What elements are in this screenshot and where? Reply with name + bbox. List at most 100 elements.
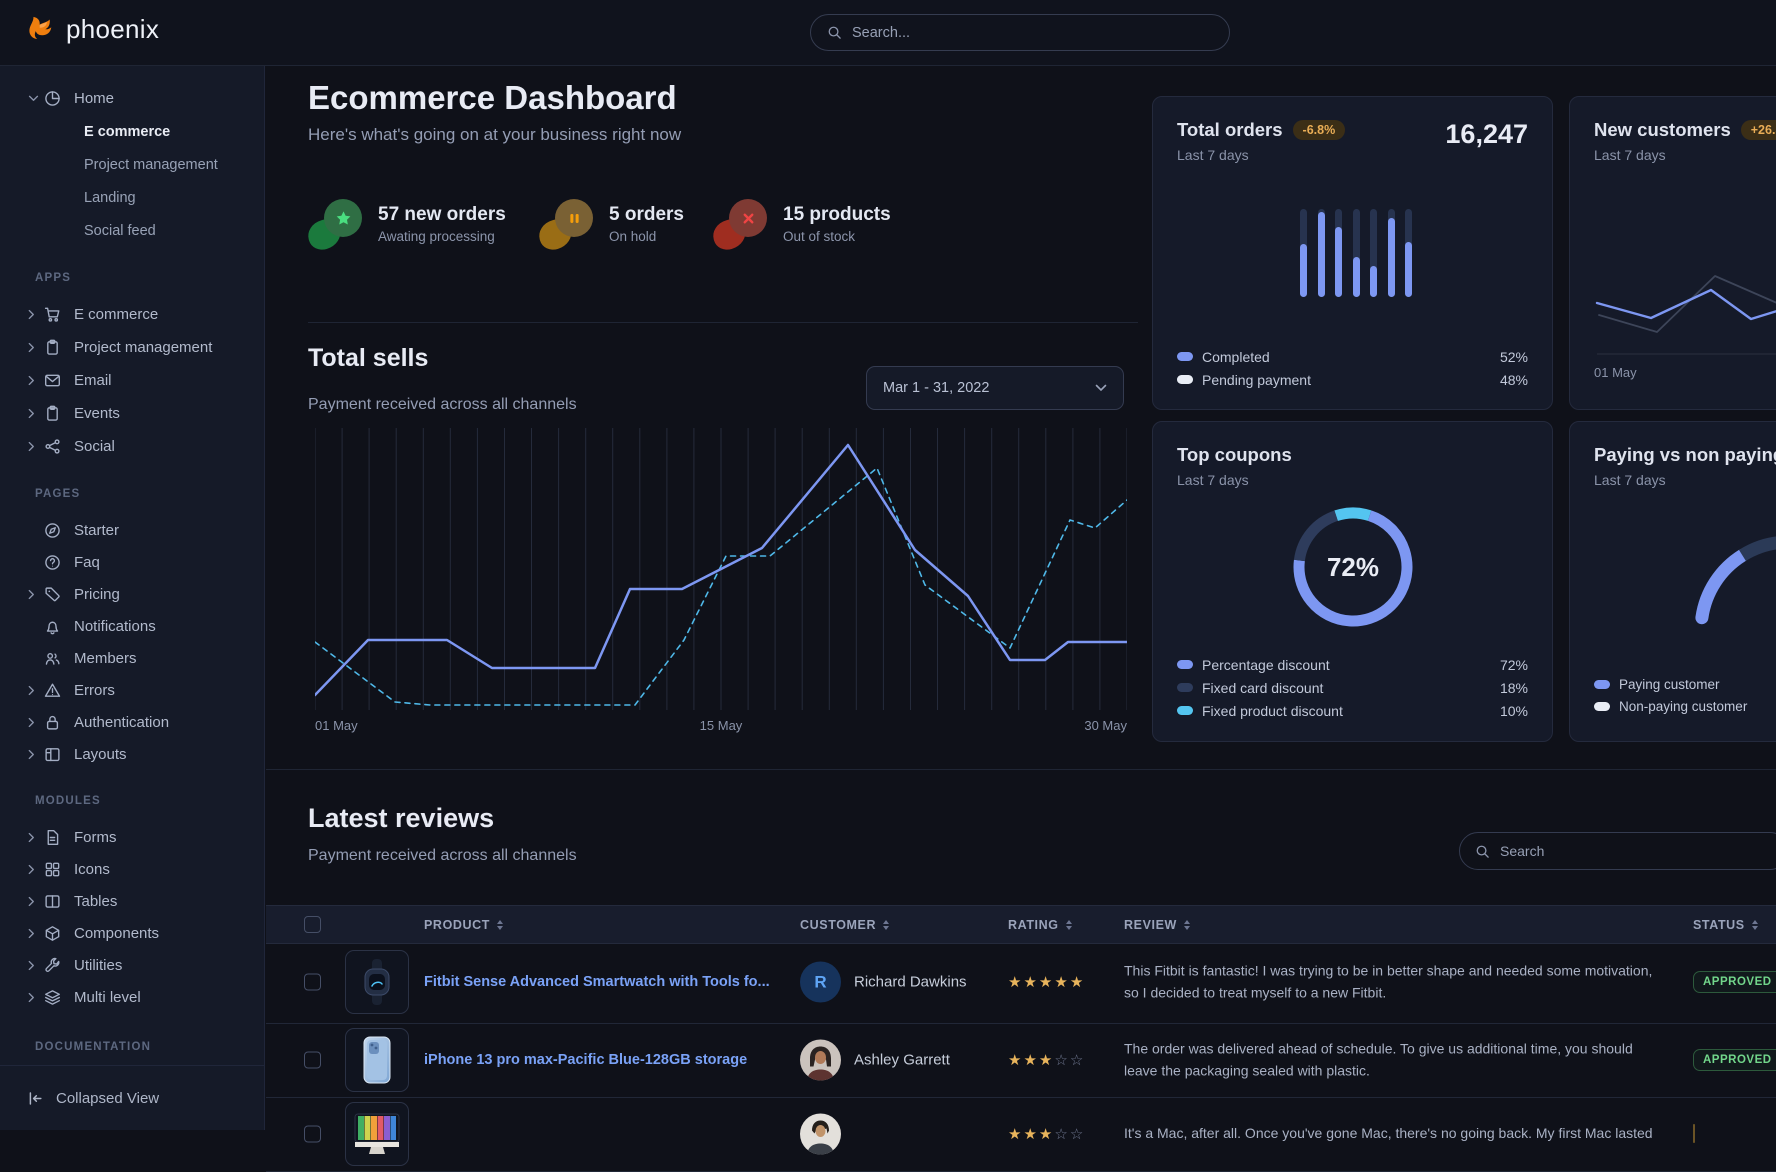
- sidebar-divider: [0, 1065, 264, 1066]
- trend-badge: +26.5%: [1740, 120, 1776, 140]
- legend-label: Fixed product discount: [1202, 702, 1343, 719]
- clipboard-icon: [44, 339, 61, 356]
- new-customers-line-chart: [1595, 275, 1776, 355]
- sidebar-item-home[interactable]: Home: [0, 82, 264, 115]
- product-thumbnail: [345, 1102, 409, 1166]
- legend-row: Paying customer: [1594, 674, 1776, 694]
- rating-stars: ★★★☆☆: [1008, 1126, 1086, 1143]
- stat-caption: On hold: [609, 229, 657, 244]
- legend-label: Non-paying customer: [1619, 698, 1748, 714]
- main-content: Ecommerce Dashboard Here's what's going …: [266, 65, 1776, 1172]
- stat-caption: Out of stock: [783, 229, 856, 244]
- reviews-search-input[interactable]: Search: [1459, 832, 1776, 870]
- select-all-checkbox[interactable]: [304, 906, 321, 943]
- file-icon: [44, 829, 61, 846]
- column-header-status[interactable]: STATUS: [1693, 906, 1758, 943]
- status-badge: APPROVED: [1693, 1049, 1776, 1071]
- sidebar-item-errors[interactable]: Errors: [0, 674, 264, 706]
- collapsed-view-button[interactable]: Collapsed View: [0, 1066, 264, 1130]
- tableicon-icon: [44, 893, 61, 910]
- column-header-product[interactable]: PRODUCT: [424, 906, 504, 943]
- legend-row: Percentage discount 72%: [1177, 654, 1528, 675]
- legend-value: 72%: [1499, 656, 1528, 673]
- sidebar-item-tables[interactable]: Tables: [0, 885, 264, 917]
- trend-badge: -6.8%: [1292, 120, 1346, 140]
- sidebar-item-project-management[interactable]: Project management: [0, 331, 264, 364]
- row-checkbox[interactable]: [304, 1125, 321, 1143]
- section-divider: [266, 769, 1776, 770]
- row-checkbox[interactable]: [304, 973, 321, 991]
- page-subtitle: Here's what's going on at your business …: [308, 125, 682, 144]
- legend-swatch: [1177, 660, 1193, 669]
- sidebar-item-social[interactable]: Social: [0, 430, 264, 463]
- topbar: phoenix Search...: [0, 0, 1776, 66]
- product-thumbnail: [345, 950, 409, 1014]
- legend-value: 10%: [1499, 702, 1528, 719]
- legend-row: Fixed product discount 10%: [1177, 700, 1528, 721]
- card-period: Last 7 days: [1177, 472, 1249, 488]
- page-title: Ecommerce Dashboard: [308, 79, 677, 116]
- search-icon: [827, 25, 842, 40]
- sidebar-item-faq[interactable]: Faq: [0, 546, 264, 578]
- paying-legend: Paying customer Non-paying customer: [1594, 674, 1776, 718]
- sidebar-item-members[interactable]: Members: [0, 642, 264, 674]
- tag-icon: [44, 586, 61, 603]
- stat-awating-processing: 57 new orders Awating processing: [304, 197, 506, 253]
- brand-logo[interactable]: phoenix: [26, 14, 159, 45]
- avatar: [800, 1113, 841, 1155]
- legend-value: 52%: [1499, 348, 1528, 365]
- chevron-right-icon: [28, 896, 44, 907]
- legend-swatch: [1594, 679, 1610, 689]
- top-coupons-legend: Percentage discount 72% Fixed card disco…: [1177, 654, 1528, 723]
- card-total-orders: Total orders -6.8% Last 7 days 16,247 Co…: [1152, 96, 1553, 410]
- compass-icon: [44, 522, 61, 539]
- product-link[interactable]: Fitbit Sense Advanced Smartwatch with To…: [424, 974, 770, 990]
- customer-avatar-cell: R: [800, 961, 841, 1003]
- chevron-right-icon: [28, 589, 44, 600]
- bar: [1317, 209, 1325, 297]
- search-placeholder: Search: [1500, 843, 1545, 859]
- chevron-down-icon: [1095, 384, 1107, 392]
- help-icon: [44, 554, 61, 571]
- sidebar-item-starter[interactable]: Starter: [0, 514, 264, 546]
- sidebar-item-e-commerce[interactable]: E commerce: [0, 298, 264, 331]
- cube-icon: [44, 925, 61, 942]
- lock-icon: [44, 714, 61, 731]
- sidebar-item-multi-level[interactable]: Multi level: [0, 981, 264, 1013]
- date-range-select[interactable]: Mar 1 - 31, 2022: [866, 366, 1124, 410]
- sidebar-section-documentation: DOCUMENTATION: [35, 1041, 152, 1053]
- sidebar-item-pricing[interactable]: Pricing: [0, 578, 264, 610]
- legend-row: Fixed card discount 18%: [1177, 677, 1528, 698]
- global-search-input[interactable]: Search...: [810, 14, 1230, 51]
- column-header-customer[interactable]: CUSTOMER: [800, 906, 890, 943]
- sidebar-item-authentication[interactable]: Authentication: [0, 706, 264, 738]
- sidebar-item-components[interactable]: Components: [0, 917, 264, 949]
- sidebar-item-landing[interactable]: Landing: [84, 189, 136, 206]
- customer-name: Ashley Garrett: [854, 1051, 950, 1069]
- column-header-rating[interactable]: RATING: [1008, 906, 1072, 943]
- sidebar-item-email[interactable]: Email: [0, 364, 264, 397]
- column-header-review[interactable]: REVIEW: [1124, 906, 1190, 943]
- grid-icon: [44, 861, 61, 878]
- row-checkbox[interactable]: [304, 1051, 321, 1069]
- layout-icon: [44, 746, 61, 763]
- sidebar-item-utilities[interactable]: Utilities: [0, 949, 264, 981]
- sidebar-section-pages: PAGES: [35, 488, 81, 500]
- sidebar-item-icons[interactable]: Icons: [0, 853, 264, 885]
- sidebar-item-project-management[interactable]: Project management: [84, 156, 218, 173]
- total-orders-legend: Completed 52% Pending payment 48%: [1177, 346, 1528, 392]
- legend-label: Fixed card discount: [1202, 679, 1324, 696]
- sidebar-section-modules: MODULES: [35, 795, 101, 807]
- bar: [1387, 209, 1395, 297]
- bell-icon: [44, 618, 61, 635]
- share-icon: [44, 438, 61, 455]
- sidebar-item-social-feed[interactable]: Social feed: [84, 222, 156, 239]
- sidebar-item-layouts[interactable]: Layouts: [0, 738, 264, 770]
- sidebar-item-e-commerce[interactable]: E commerce: [84, 123, 171, 140]
- sidebar-item-notifications[interactable]: Notifications: [0, 610, 264, 642]
- sidebar-item-events[interactable]: Events: [0, 397, 264, 430]
- table-row: iPhone 13 pro max-Pacific Blue-128GB sto…: [266, 1023, 1776, 1098]
- product-link[interactable]: iPhone 13 pro max-Pacific Blue-128GB sto…: [424, 1052, 748, 1068]
- legend-value: 18%: [1499, 679, 1528, 696]
- sidebar-item-forms[interactable]: Forms: [0, 821, 264, 853]
